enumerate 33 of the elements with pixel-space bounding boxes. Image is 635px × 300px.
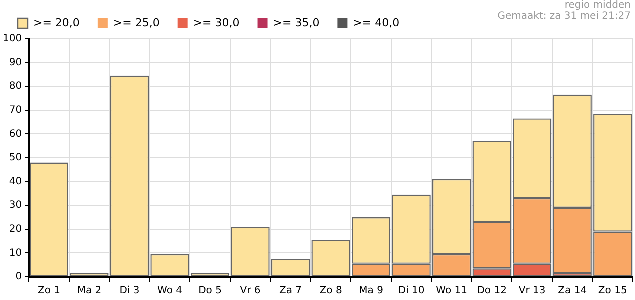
x-tick-label: Ma 2 xyxy=(77,286,102,297)
y-tick-label: 20 xyxy=(9,224,22,235)
text: regio midden xyxy=(564,0,631,11)
y-tick-label: 10 xyxy=(9,248,22,259)
y-tick-label: 50 xyxy=(9,152,22,164)
x-tick-label: Ma 9 xyxy=(359,286,384,297)
x-tick-label: Di 10 xyxy=(398,286,425,297)
y-tick-label: 30 xyxy=(9,200,22,212)
x-tick-label: Do 5 xyxy=(198,286,222,297)
y-tick-label: 70 xyxy=(9,104,22,116)
x-tick-label: Wo 4 xyxy=(158,286,182,297)
x-tick-label: Do 12 xyxy=(477,286,507,297)
x-tick-label: Zo 15 xyxy=(598,286,628,297)
x-tick-label: Za 14 xyxy=(558,286,588,297)
y-tick-label: 80 xyxy=(9,81,22,92)
x-tick-label: Za 7 xyxy=(280,286,302,297)
y-tick-label: 60 xyxy=(9,128,22,140)
legend-label: >= 30,0 xyxy=(193,16,240,30)
y-tick-label: 90 xyxy=(9,57,22,68)
x-tick-label: Vr 13 xyxy=(518,286,546,297)
y-tick-label: 40 xyxy=(9,176,22,188)
y-tick-label: 100 xyxy=(2,34,22,45)
x-tick-label: Wo 11 xyxy=(436,286,468,297)
legend-label: >= 35,0 xyxy=(273,16,320,30)
x-tick-label: Zo 8 xyxy=(320,286,342,297)
x-tick-label: Di 3 xyxy=(120,286,140,297)
text: Gemaakt: za 31 mei 21:27 xyxy=(498,11,631,22)
y-tick-label: 0 xyxy=(16,272,22,283)
legend-label: >= 25,0 xyxy=(113,16,160,30)
x-tick-label: Zo 1 xyxy=(38,286,60,297)
legend-label: >= 40,0 xyxy=(353,16,400,30)
legend-label: >= 20,0 xyxy=(34,16,80,30)
x-tick-label: Vr 6 xyxy=(240,286,261,297)
